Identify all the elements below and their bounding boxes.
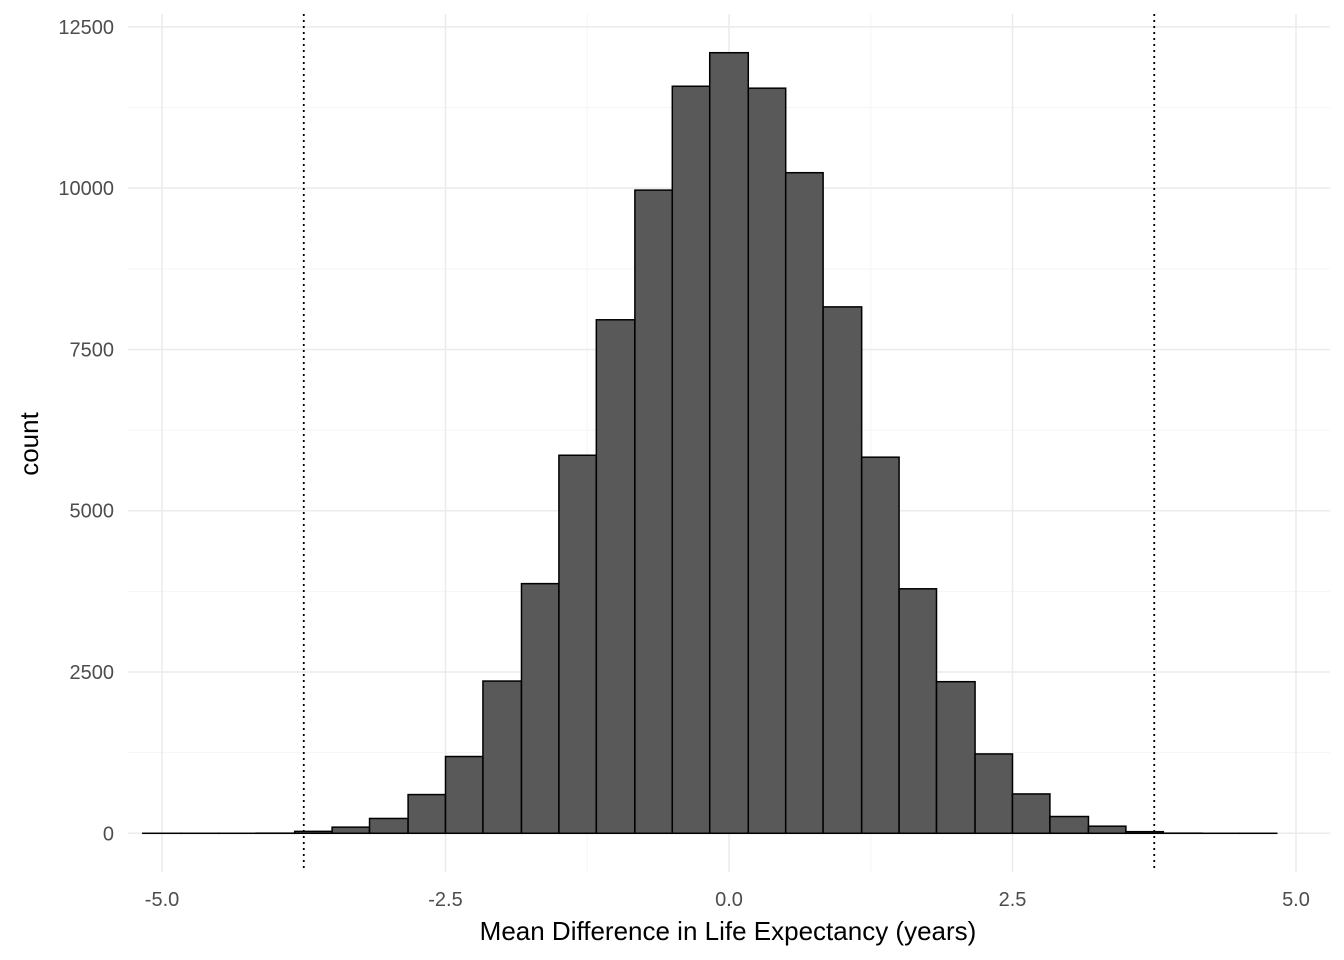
- histogram-bar: [444, 755, 484, 835]
- histogram-bars: [141, 51, 1278, 835]
- histogram-bar: [822, 306, 863, 835]
- y-tick-label: 2500: [70, 662, 115, 684]
- histogram-bar: [368, 817, 409, 835]
- histogram-bar: [708, 51, 750, 835]
- histogram-bar: [558, 454, 598, 835]
- x-tick-label: -2.5: [428, 889, 462, 911]
- histogram-bar: [784, 171, 824, 835]
- y-tick-label: 0: [103, 823, 114, 845]
- histogram-bar: [935, 680, 976, 835]
- y-tick-label: 5000: [70, 501, 115, 523]
- x-axis-ticks: -5.0 -2.5 0.0 2.5 5.0: [145, 889, 1310, 911]
- histogram-bar: [331, 826, 371, 835]
- histogram-bar: [1011, 793, 1051, 835]
- histogram-bar: [974, 753, 1014, 835]
- x-axis-title: Mean Difference in Life Expectancy (year…: [480, 916, 977, 946]
- y-tick-label: 12500: [58, 17, 114, 39]
- histogram-bar: [407, 793, 447, 835]
- x-tick-label: -5.0: [145, 889, 179, 911]
- histogram-bar: [520, 582, 560, 835]
- y-tick-label: 10000: [58, 178, 114, 200]
- histogram-bar: [1087, 825, 1127, 835]
- x-tick-label: 2.5: [999, 889, 1027, 911]
- reference-lines: [302, 14, 1156, 872]
- histogram-bar: [671, 85, 711, 835]
- histogram-bar: [634, 189, 674, 835]
- histogram-bar: [898, 588, 938, 835]
- histogram-bar: [595, 319, 636, 835]
- histogram-bar: [293, 830, 333, 835]
- histogram-bar: [482, 680, 523, 835]
- y-tick-label: 7500: [70, 339, 115, 361]
- y-axis-title: count: [14, 411, 44, 475]
- x-tick-label: 0.0: [715, 889, 743, 911]
- histogram-bar: [1125, 830, 1165, 835]
- histogram-bar: [1049, 815, 1090, 835]
- y-axis-ticks: 0 2500 5000 7500 10000 12500: [58, 17, 114, 845]
- histogram-bar: [860, 456, 900, 835]
- histogram-bar: [747, 87, 787, 835]
- x-tick-label: 5.0: [1282, 889, 1310, 911]
